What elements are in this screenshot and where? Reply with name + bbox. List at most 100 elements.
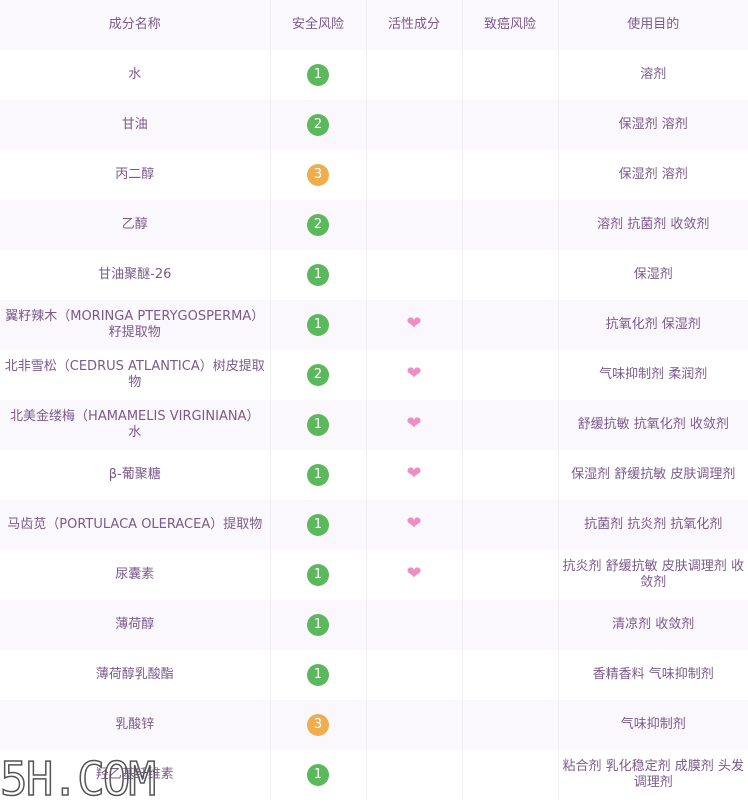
purpose: 保湿剂 溶剂 [557, 150, 748, 200]
cancer-risk-cell [461, 300, 558, 350]
ingredient-name: 北非雪松（CEDRUS ATLANTICA）树皮提取物 [4, 359, 265, 390]
cancer-risk-cell [461, 750, 558, 800]
cancer-risk-cell [461, 200, 558, 250]
safety-risk-cell: 2 [269, 200, 366, 250]
risk-badge: 1 [307, 614, 329, 636]
risk-badge: 1 [307, 464, 329, 486]
risk-badge: 1 [307, 664, 329, 686]
risk-badge: 1 [307, 764, 329, 786]
purpose: 溶剂 抗菌剂 收敛剂 [557, 200, 748, 250]
cancer-risk-cell [461, 50, 558, 100]
purpose: 粘合剂 乳化稳定剂 成膜剂 头发调理剂 [557, 750, 748, 800]
cancer-risk-cell [461, 450, 558, 500]
column-header: 使用目的 [557, 0, 748, 50]
purpose: 保湿剂 舒缓抗敏 皮肤调理剂 [557, 450, 748, 500]
safety-risk-cell: 1 [269, 300, 366, 350]
purpose: 气味抑制剂 [557, 700, 748, 750]
safety-risk-cell: 1 [269, 250, 366, 300]
risk-badge: 2 [307, 114, 329, 136]
ingredient-name: 水 [128, 67, 142, 82]
table-row: 北美金缕梅（HAMAMELIS VIRGINIANA）水 1 ❤ 舒缓抗敏 抗氧… [0, 400, 748, 450]
table-row: 薄荷醇 1 清凉剂 收敛剂 [0, 600, 748, 650]
ingredient-name: 薄荷醇 [115, 617, 155, 632]
active-cell [365, 150, 462, 200]
safety-risk-cell: 1 [269, 600, 366, 650]
ingredient-name: 丙二醇 [115, 167, 155, 182]
safety-risk-cell: 2 [269, 350, 366, 400]
safety-risk-cell: 1 [269, 400, 366, 450]
table-row: 甘油聚醚-26 1 保湿剂 [0, 250, 748, 300]
risk-badge: 1 [307, 414, 329, 436]
safety-risk-cell: 1 [269, 50, 366, 100]
heart-icon: ❤ [406, 563, 422, 584]
active-cell [365, 650, 462, 700]
risk-badge: 1 [307, 264, 329, 286]
table-row: 薄荷醇乳酸酯 1 香精香料 气味抑制剂 [0, 650, 748, 700]
active-cell: ❤ [365, 400, 462, 450]
table-row: 尿囊素 1 ❤ 抗炎剂 舒缓抗敏 皮肤调理剂 收敛剂 [0, 550, 748, 600]
table-row: 羟乙基纤维素 1 粘合剂 乳化稳定剂 成膜剂 头发调理剂 [0, 750, 748, 800]
safety-risk-cell: 2 [269, 100, 366, 150]
risk-badge: 3 [307, 164, 329, 186]
purpose: 保湿剂 [557, 250, 748, 300]
active-cell: ❤ [365, 500, 462, 550]
heart-icon: ❤ [406, 413, 422, 434]
ingredient-name: 翼籽辣木（MORINGA PTERYGOSPERMA）籽提取物 [5, 309, 265, 340]
table-row: β-葡聚糖 1 ❤ 保湿剂 舒缓抗敏 皮肤调理剂 [0, 450, 748, 500]
column-header: 致癌风险 [461, 0, 558, 50]
ingredient-name: 甘油聚醚-26 [98, 267, 172, 282]
safety-risk-cell: 1 [269, 450, 366, 500]
table-row: 乙醇 2 溶剂 抗菌剂 收敛剂 [0, 200, 748, 250]
table-row: 乳酸锌 3 气味抑制剂 [0, 700, 748, 750]
purpose: 抗菌剂 抗炎剂 抗氧化剂 [557, 500, 748, 550]
ingredient-name: β-葡聚糖 [108, 467, 161, 482]
safety-risk-cell: 1 [269, 650, 366, 700]
risk-badge: 1 [307, 514, 329, 536]
ingredient-name: 尿囊素 [115, 567, 155, 582]
cancer-risk-cell [461, 150, 558, 200]
table-row: 水 1 溶剂 [0, 50, 748, 100]
ingredient-name: 马齿苋（PORTULACA OLERACEA）提取物 [7, 517, 263, 532]
safety-risk-cell: 1 [269, 750, 366, 800]
active-cell: ❤ [365, 550, 462, 600]
active-cell [365, 200, 462, 250]
purpose: 保湿剂 溶剂 [557, 100, 748, 150]
purpose: 溶剂 [557, 50, 748, 100]
cancer-risk-cell [461, 650, 558, 700]
column-header: 安全风险 [269, 0, 366, 50]
heart-icon: ❤ [406, 463, 422, 484]
cancer-risk-cell [461, 100, 558, 150]
ingredient-name: 乳酸锌 [115, 717, 155, 732]
safety-risk-cell: 3 [269, 700, 366, 750]
safety-risk-cell: 1 [269, 550, 366, 600]
risk-badge: 2 [307, 214, 329, 236]
cancer-risk-cell [461, 700, 558, 750]
active-cell [365, 750, 462, 800]
heart-icon: ❤ [406, 363, 422, 384]
safety-risk-cell: 1 [269, 500, 366, 550]
active-cell [365, 250, 462, 300]
cancer-risk-cell [461, 500, 558, 550]
cancer-risk-cell [461, 250, 558, 300]
active-cell [365, 100, 462, 150]
ingredient-name: 北美金缕梅（HAMAMELIS VIRGINIANA）水 [10, 409, 260, 440]
active-cell [365, 600, 462, 650]
cancer-risk-cell [461, 600, 558, 650]
active-cell: ❤ [365, 350, 462, 400]
purpose: 抗氧化剂 保湿剂 [557, 300, 748, 350]
safety-risk-cell: 3 [269, 150, 366, 200]
risk-badge: 1 [307, 314, 329, 336]
cancer-risk-cell [461, 400, 558, 450]
table-row: 马齿苋（PORTULACA OLERACEA）提取物 1 ❤ 抗菌剂 抗炎剂 抗… [0, 500, 748, 550]
purpose: 气味抑制剂 柔润剂 [557, 350, 748, 400]
heart-icon: ❤ [406, 313, 422, 334]
heart-icon: ❤ [406, 513, 422, 534]
ingredient-name: 乙醇 [121, 217, 148, 232]
purpose: 香精香料 气味抑制剂 [557, 650, 748, 700]
table-row: 翼籽辣木（MORINGA PTERYGOSPERMA）籽提取物 1 ❤ 抗氧化剂… [0, 300, 748, 350]
active-cell [365, 50, 462, 100]
table-row: 北非雪松（CEDRUS ATLANTICA）树皮提取物 2 ❤ 气味抑制剂 柔润… [0, 350, 748, 400]
risk-badge: 1 [307, 564, 329, 586]
risk-badge: 3 [307, 714, 329, 736]
